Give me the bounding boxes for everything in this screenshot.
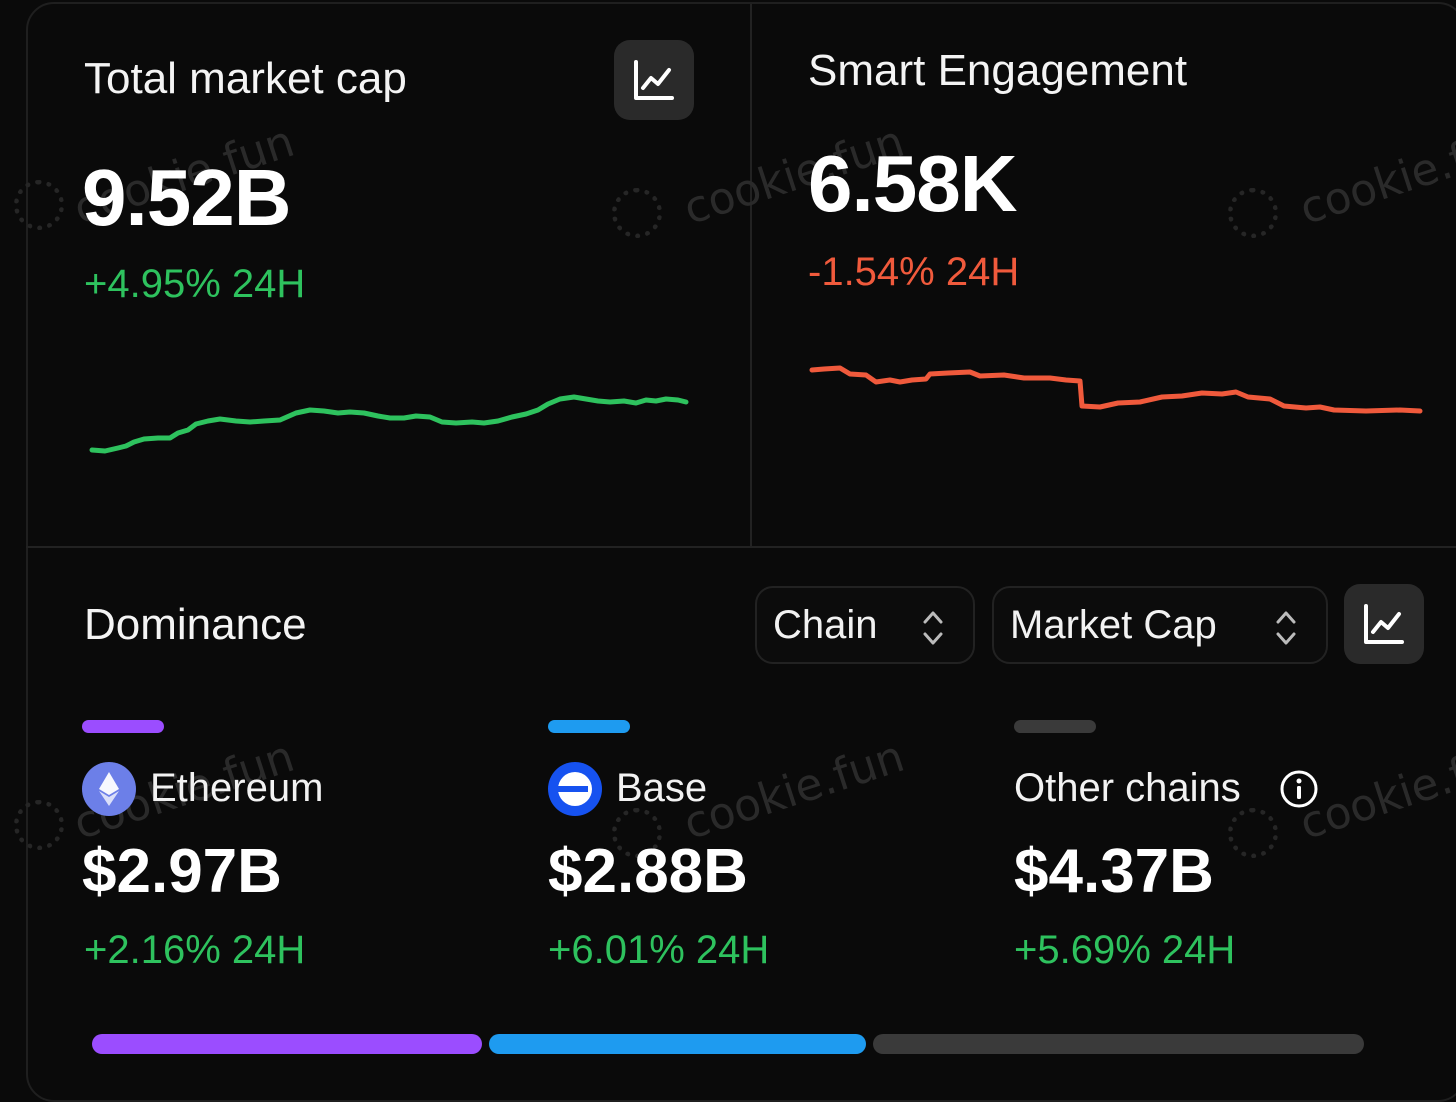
- watermark-logo-icon: [1228, 808, 1278, 858]
- chain-filter-label: Chain: [773, 602, 878, 647]
- market-cap-value: 9.52B: [82, 153, 291, 242]
- chevron-up-down-icon: [923, 611, 943, 645]
- chart-toggle-button[interactable]: [614, 40, 694, 120]
- engagement-sparkline: [809, 365, 1423, 414]
- base-value: $2.88B: [548, 837, 748, 906]
- other-chains-color-bar: [1014, 720, 1096, 733]
- ethereum-value: $2.97B: [82, 837, 282, 906]
- divider: [26, 546, 1456, 548]
- watermark-logo-icon: [612, 188, 662, 238]
- base-change: +6.01% 24H: [548, 928, 770, 972]
- metric-filter-label: Market Cap: [1010, 602, 1217, 647]
- engagement-value: 6.58K: [808, 139, 1017, 228]
- dominance-bar-base: [489, 1034, 866, 1054]
- watermark-logo-icon: [14, 180, 64, 230]
- chevron-up-down-icon: [1276, 611, 1296, 645]
- watermark-logo-icon: [14, 800, 64, 850]
- dominance-bar-other: [873, 1034, 1364, 1054]
- other-chains-value: $4.37B: [1014, 837, 1214, 906]
- engagement-change: -1.54% 24H: [808, 250, 1020, 294]
- line-chart-icon: [634, 60, 674, 100]
- base-name: Base: [616, 766, 708, 810]
- dominance-title: Dominance: [84, 600, 307, 649]
- ethereum-change: +2.16% 24H: [84, 928, 306, 972]
- base-icon: [548, 762, 602, 816]
- other-chains-change: +5.69% 24H: [1014, 928, 1236, 972]
- watermark-logo-icon: [612, 808, 662, 858]
- metric-filter-select[interactable]: Market Cap: [992, 586, 1328, 664]
- ethereum-name: Ethereum: [150, 766, 324, 810]
- line-chart-icon: [1364, 604, 1404, 644]
- divider: [750, 4, 752, 546]
- market-cap-sparkline: [89, 394, 689, 454]
- base-color-bar: [548, 720, 630, 733]
- market-cap-title: Total market cap: [84, 54, 407, 103]
- dominance-bar-ethereum: [92, 1034, 482, 1054]
- ethereum-color-bar: [82, 720, 164, 733]
- engagement-title: Smart Engagement: [808, 46, 1188, 95]
- chain-filter-select[interactable]: Chain: [755, 586, 975, 664]
- info-icon[interactable]: [1278, 768, 1320, 810]
- other-chains-name: Other chains: [1014, 766, 1241, 810]
- ethereum-icon: [82, 762, 136, 816]
- market-cap-change: +4.95% 24H: [84, 262, 306, 306]
- dominance-chart-toggle-button[interactable]: [1344, 584, 1424, 664]
- watermark-logo-icon: [1228, 188, 1278, 238]
